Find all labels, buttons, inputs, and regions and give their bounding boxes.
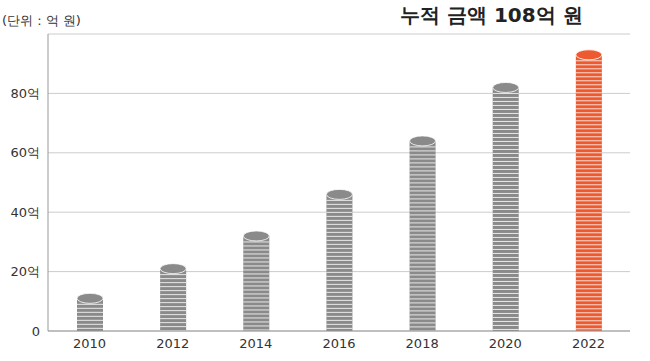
svg-text:0: 0 xyxy=(32,324,40,339)
svg-text:20억: 20억 xyxy=(10,264,40,279)
html-text:(단위 : 억 원): (단위 : 억 원) xyxy=(2,13,81,28)
svg-text:2022: 2022 xyxy=(572,336,605,351)
svg-text:40억: 40억 xyxy=(10,205,40,220)
svg-text:2020: 2020 xyxy=(489,336,522,351)
svg-text:2010: 2010 xyxy=(73,336,106,351)
svg-text:80억: 80억 xyxy=(10,86,40,101)
svg-text:2012: 2012 xyxy=(156,336,189,351)
svg-text:2016: 2016 xyxy=(322,336,355,351)
svg-text:2014: 2014 xyxy=(239,336,272,351)
svg-text:2018: 2018 xyxy=(406,336,439,351)
svg-text:60억: 60억 xyxy=(10,145,40,160)
html-text:누적 금액 108억 원: 누적 금액 108억 원 xyxy=(400,3,583,27)
